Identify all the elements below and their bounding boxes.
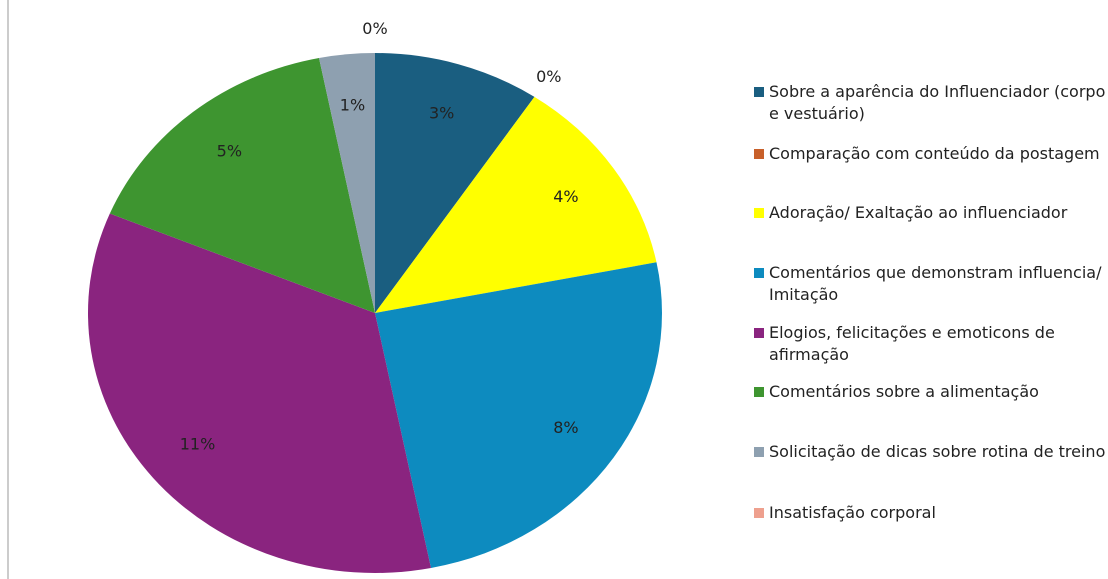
pie-slice [88,213,431,573]
pie-slice [375,96,657,313]
legend-label: Solicitação de dicas sobre rotina de tre… [769,442,1106,461]
legend-swatch [754,268,764,278]
legend-swatch [754,387,764,397]
legend-swatch [754,447,764,457]
data-label: 4% [553,187,578,206]
legend-label: Adoração/ Exaltação ao influenciador [769,203,1068,222]
legend-label: Insatisfação corporal [769,503,936,522]
legend-label: Comparação com conteúdo da postagem [769,144,1100,163]
legend-swatch [754,149,764,159]
legend-label: Comentários que demonstram influencia/ I… [769,263,1102,304]
pie-slice [109,57,376,314]
pie-slice [375,262,662,569]
data-label: 11% [180,434,216,453]
legend-swatch [754,208,764,218]
pie-slice [375,53,535,313]
data-label: 0% [362,19,387,38]
data-label: 8% [553,418,578,437]
legend-label: Sobre a aparência do Influenciador (corp… [769,82,1106,123]
pie-slice [319,53,375,313]
data-label: 3% [429,103,454,122]
legend-swatch [754,508,764,518]
legend-label: Comentários sobre a alimentação [769,382,1039,401]
data-label: 0% [536,67,561,86]
legend-label: Elogios, felicitações e emoticons de afi… [769,323,1055,364]
legend-swatch [754,87,764,97]
data-label: 1% [340,96,365,115]
legend-swatch [754,328,764,338]
data-label: 5% [217,142,242,161]
